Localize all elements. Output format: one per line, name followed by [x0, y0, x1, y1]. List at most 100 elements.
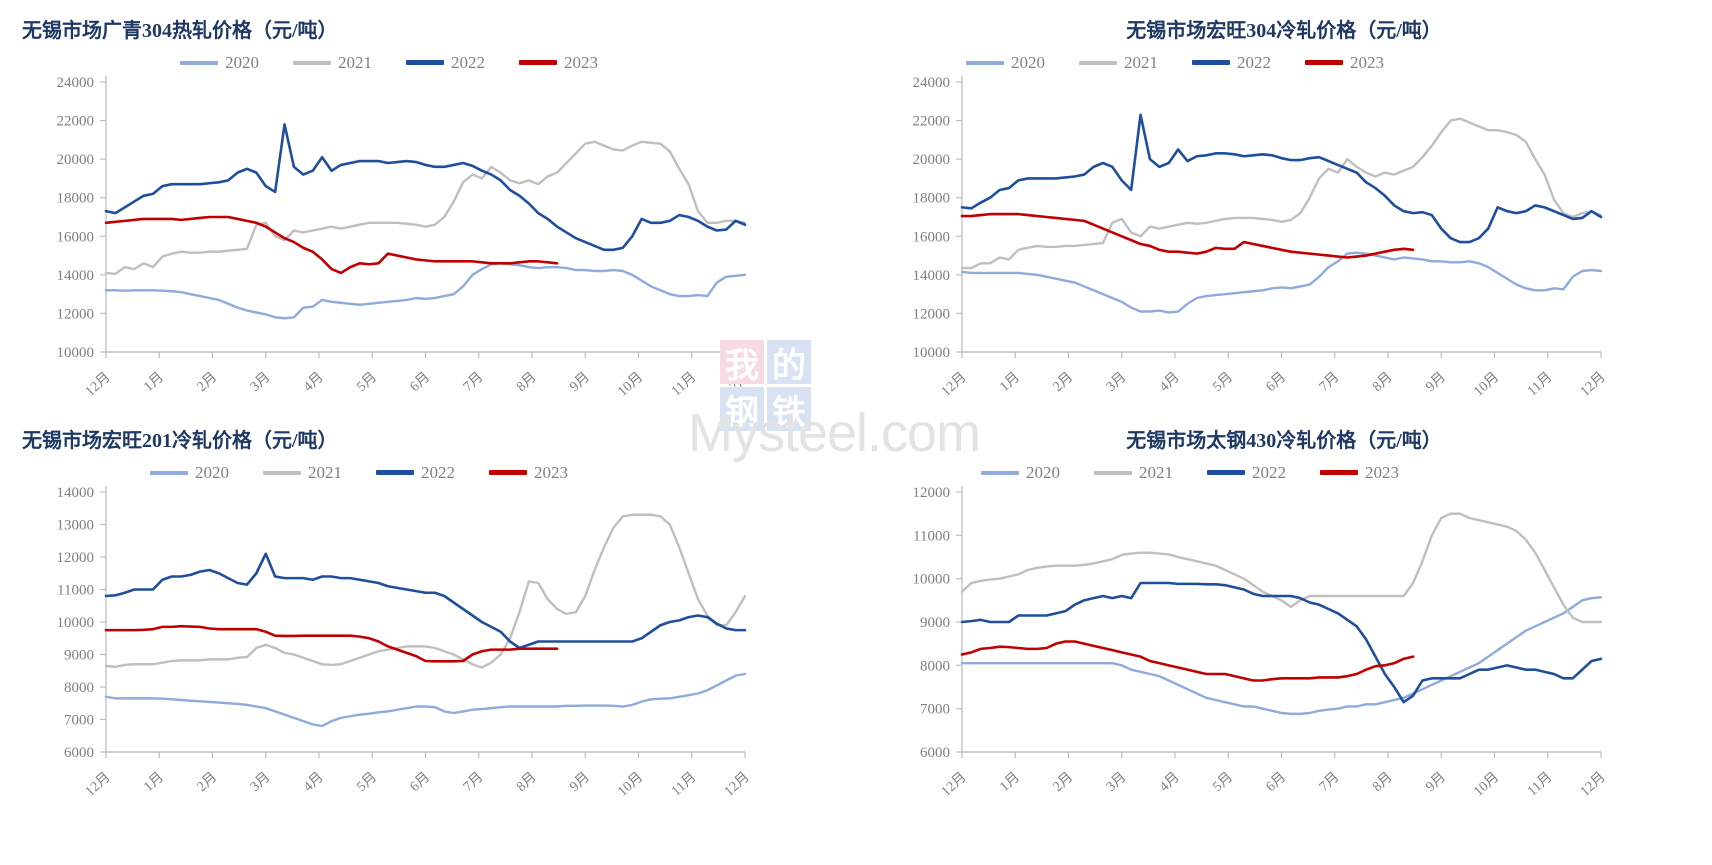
chart-title-0: 无锡市场广青304热轧价格（元/吨） — [22, 20, 338, 42]
y-axis-tick-label: 18000 — [913, 191, 951, 207]
legend-label-2022: 2022 — [1237, 53, 1271, 72]
x-axis-tick-label: 1月 — [141, 369, 167, 395]
y-axis-tick-label: 24000 — [913, 75, 951, 91]
y-axis-tick-label: 24000 — [57, 75, 95, 91]
x-axis-tick-label: 3月 — [1103, 369, 1129, 395]
legend-item-2023: 2023 — [1320, 464, 1399, 481]
x-axis-tick-label: 11月 — [1524, 769, 1555, 799]
legend-swatch-2020 — [150, 470, 188, 475]
legend-swatch-2022 — [1192, 60, 1230, 65]
legend-swatch-2022 — [1207, 470, 1245, 475]
chart-plot-1: 10000 12000 14000 16000 18000 20000 22000 24000… — [913, 75, 1609, 400]
chart-legend-1: 2020 2021 2022 2023 — [966, 54, 1384, 71]
x-axis-tick-label: 2月 — [194, 369, 220, 395]
legend-swatch-2021 — [1094, 470, 1132, 475]
legend-swatch-2023 — [519, 60, 557, 65]
x-axis-tick-label: 9月 — [567, 769, 593, 795]
y-axis-tick-label: 14000 — [57, 268, 95, 284]
chart-legend-0: 2020 2021 2022 2023 — [180, 54, 598, 71]
legend-swatch-2022 — [376, 470, 414, 475]
x-axis-tick-label: 8月 — [1369, 369, 1395, 395]
y-axis-tick-label: 16000 — [913, 229, 951, 245]
legend-swatch-2020 — [981, 470, 1019, 475]
x-axis-tick-label: 11月 — [668, 769, 699, 799]
x-axis-tick-label: 2月 — [1050, 369, 1076, 395]
chart-legend-3: 2020 2021 2022 2023 — [981, 464, 1399, 481]
x-axis-tick-label: 6月 — [407, 369, 433, 395]
y-axis-tick-label: 8000 — [920, 658, 950, 674]
legend-label-2020: 2020 — [1011, 53, 1045, 72]
x-axis-tick-label: 2月 — [194, 769, 220, 795]
x-axis-tick-label: 6月 — [1263, 769, 1289, 795]
legend-label-2020: 2020 — [225, 53, 259, 72]
chart-plot-2: 6000 7000 8000 9000 10000 11000 12000 13000 1400… — [57, 485, 753, 800]
x-axis-tick-label: 3月 — [247, 769, 273, 795]
y-axis-tick-label: 6000 — [920, 745, 950, 761]
x-axis-tick-label: 1月 — [997, 769, 1023, 795]
series-line-2023 — [104, 624, 559, 663]
legend-label-2023: 2023 — [1350, 53, 1384, 72]
series-line-2023 — [960, 212, 1415, 259]
y-axis-tick-label: 18000 — [57, 191, 95, 207]
y-axis-tick-label: 7000 — [64, 713, 94, 729]
x-axis-tick-label: 8月 — [513, 769, 539, 795]
series-line-2020 — [960, 251, 1603, 314]
x-axis-tick-label: 9月 — [567, 369, 593, 395]
series-line-2020 — [104, 262, 747, 320]
x-axis-tick-label: 4月 — [1156, 769, 1182, 795]
x-axis-tick-label: 4月 — [300, 369, 326, 395]
x-axis-tick-label: 9月 — [1423, 769, 1449, 795]
legend-item-2021: 2021 — [1079, 54, 1158, 71]
y-axis-tick-label: 10000 — [913, 572, 951, 588]
chart-plot-3: 6000 7000 8000 9000 10000 11000 12000 12月 1月 2月 3月… — [913, 485, 1609, 800]
legend-label-2022: 2022 — [451, 53, 485, 72]
x-axis-tick-label: 7月 — [1316, 769, 1342, 795]
chart-legend-2: 2020 2021 2022 2023 — [150, 464, 568, 481]
x-axis-tick-label: 2月 — [1050, 769, 1076, 795]
x-axis-tick-label: 11月 — [1524, 369, 1555, 399]
y-axis-tick-label: 7000 — [920, 702, 950, 718]
y-axis-tick-label: 13000 — [57, 518, 95, 534]
y-axis-tick-label: 10000 — [913, 345, 951, 361]
legend-swatch-2023 — [1320, 470, 1358, 475]
y-axis-tick-label: 14000 — [913, 268, 951, 284]
x-axis-tick-label: 1月 — [141, 769, 167, 795]
legend-item-2022: 2022 — [406, 54, 485, 71]
x-axis-tick-label: 10月 — [615, 769, 647, 800]
legend-label-2022: 2022 — [421, 463, 455, 482]
legend-swatch-2021 — [1079, 60, 1117, 65]
chart-panel-3: 无锡市场太钢430冷轧价格（元/吨） 2020 2021 2022 2023 6… — [856, 430, 1712, 864]
x-axis-tick-label: 5月 — [1210, 769, 1236, 795]
legend-label-2021: 2021 — [308, 463, 342, 482]
x-axis-tick-label: 1月 — [997, 369, 1023, 395]
series-line-2022 — [104, 552, 747, 650]
legend-swatch-2023 — [489, 470, 527, 475]
legend-swatch-2021 — [293, 60, 331, 65]
x-axis-tick-label: 12月 — [938, 369, 970, 400]
legend-item-2023: 2023 — [1305, 54, 1384, 71]
x-axis-tick-label: 12月 — [1577, 769, 1609, 800]
legend-item-2022: 2022 — [1207, 464, 1286, 481]
legend-item-2021: 2021 — [263, 464, 342, 481]
x-axis-tick-label: 4月 — [300, 769, 326, 795]
legend-swatch-2021 — [263, 470, 301, 475]
y-axis-tick-label: 10000 — [57, 615, 95, 631]
x-axis-tick-label: 11月 — [668, 369, 699, 399]
x-axis-tick-label: 3月 — [247, 369, 273, 395]
y-axis-tick-label: 9000 — [64, 648, 94, 664]
x-axis-tick-label: 8月 — [1369, 769, 1395, 795]
y-axis-tick-label: 20000 — [913, 152, 951, 168]
legend-label-2023: 2023 — [534, 463, 568, 482]
series-line-2023 — [960, 640, 1415, 682]
legend-label-2022: 2022 — [1252, 463, 1286, 482]
legend-swatch-2022 — [406, 60, 444, 65]
y-axis-tick-label: 22000 — [57, 114, 95, 130]
legend-label-2021: 2021 — [1139, 463, 1173, 482]
x-axis-tick-label: 5月 — [1210, 369, 1236, 395]
legend-item-2021: 2021 — [293, 54, 372, 71]
series-line-2021 — [960, 117, 1603, 270]
legend-label-2023: 2023 — [564, 53, 598, 72]
x-axis-tick-label: 9月 — [1423, 369, 1449, 395]
legend-label-2021: 2021 — [1124, 53, 1158, 72]
